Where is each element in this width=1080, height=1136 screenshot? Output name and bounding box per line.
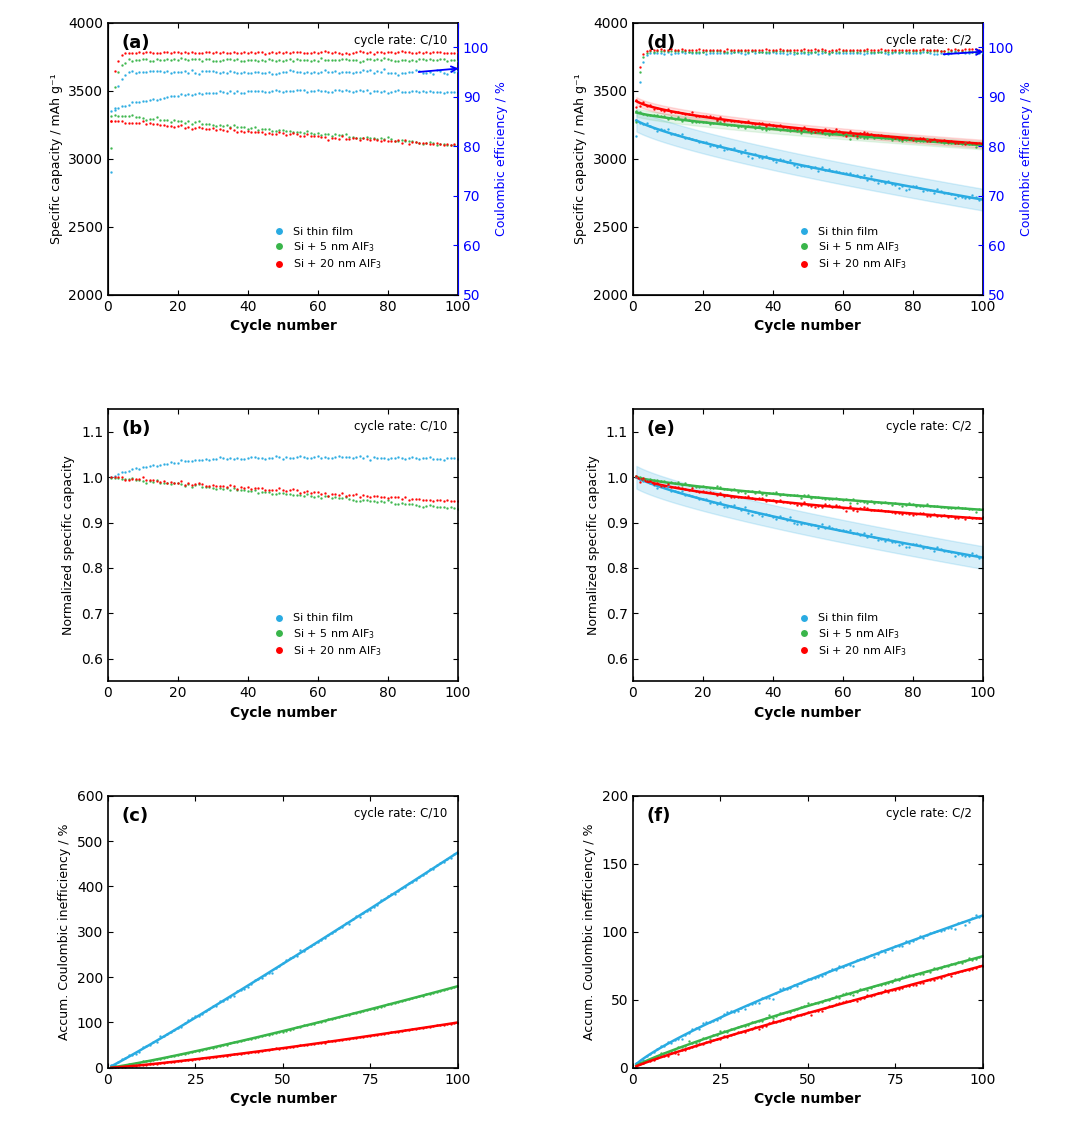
X-axis label: Cycle number: Cycle number: [230, 705, 336, 720]
Text: cycle rate: C/2: cycle rate: C/2: [887, 420, 972, 433]
X-axis label: Cycle number: Cycle number: [230, 319, 336, 333]
Y-axis label: Coulombic efficiency / %: Coulombic efficiency / %: [495, 82, 508, 236]
Text: (c): (c): [122, 807, 149, 825]
Legend: Si thin film, Si + 5 nm AlF$_3$, Si + 20 nm AlF$_3$: Si thin film, Si + 5 nm AlF$_3$, Si + 20…: [264, 609, 387, 662]
X-axis label: Cycle number: Cycle number: [230, 1092, 336, 1106]
X-axis label: Cycle number: Cycle number: [755, 705, 861, 720]
X-axis label: Cycle number: Cycle number: [755, 1092, 861, 1106]
X-axis label: Cycle number: Cycle number: [755, 319, 861, 333]
Y-axis label: Normalized specific capacity: Normalized specific capacity: [588, 456, 600, 635]
Y-axis label: Normalized specific capacity: Normalized specific capacity: [63, 456, 76, 635]
Legend: Si thin film, Si + 5 nm AlF$_3$, Si + 20 nm AlF$_3$: Si thin film, Si + 5 nm AlF$_3$, Si + 20…: [788, 223, 912, 276]
Y-axis label: Accum. Coulombic inefficiency / %: Accum. Coulombic inefficiency / %: [58, 824, 71, 1039]
Text: cycle rate: C/2: cycle rate: C/2: [887, 807, 972, 819]
Legend: Si thin film, Si + 5 nm AlF$_3$, Si + 20 nm AlF$_3$: Si thin film, Si + 5 nm AlF$_3$, Si + 20…: [788, 609, 912, 662]
Y-axis label: Specific capacity / mAh g⁻¹: Specific capacity / mAh g⁻¹: [575, 74, 588, 244]
Legend: Si thin film, Si + 5 nm AlF$_3$, Si + 20 nm AlF$_3$: Si thin film, Si + 5 nm AlF$_3$, Si + 20…: [264, 223, 387, 276]
Text: cycle rate: C/2: cycle rate: C/2: [887, 34, 972, 47]
Text: cycle rate: C/10: cycle rate: C/10: [354, 807, 447, 819]
Text: (a): (a): [122, 34, 150, 51]
Text: cycle rate: C/10: cycle rate: C/10: [354, 34, 447, 47]
Text: (f): (f): [647, 807, 672, 825]
Text: cycle rate: C/10: cycle rate: C/10: [354, 420, 447, 433]
Text: (b): (b): [122, 420, 151, 438]
Y-axis label: Specific capacity / mAh g⁻¹: Specific capacity / mAh g⁻¹: [50, 74, 63, 244]
Text: (e): (e): [647, 420, 676, 438]
Text: (d): (d): [647, 34, 676, 51]
Y-axis label: Accum. Coulombic inefficiency / %: Accum. Coulombic inefficiency / %: [583, 824, 596, 1039]
Y-axis label: Coulombic efficiency / %: Coulombic efficiency / %: [1020, 82, 1032, 236]
